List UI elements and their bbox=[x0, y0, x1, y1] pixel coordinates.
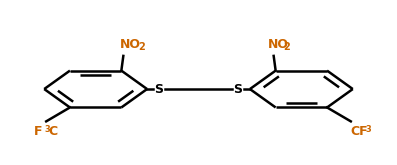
Text: C: C bbox=[48, 125, 58, 138]
Text: 3: 3 bbox=[366, 125, 372, 134]
Text: S: S bbox=[154, 82, 164, 96]
Text: NO: NO bbox=[119, 38, 141, 51]
Text: F: F bbox=[34, 125, 43, 138]
Text: S: S bbox=[233, 82, 243, 96]
Text: 2: 2 bbox=[138, 42, 145, 52]
Text: 3: 3 bbox=[44, 125, 50, 134]
Text: 2: 2 bbox=[283, 42, 290, 52]
Text: NO: NO bbox=[268, 38, 289, 51]
Text: CF: CF bbox=[351, 125, 368, 138]
